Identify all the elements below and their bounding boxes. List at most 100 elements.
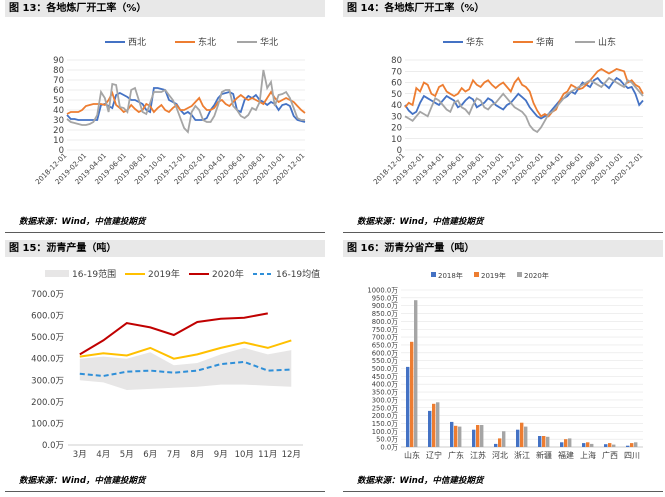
fig16-bar-1-9 — [608, 443, 612, 447]
fig15-ytick-3: 300.0万 — [31, 376, 64, 386]
fig16-ytick-17: 850.0万 — [372, 310, 398, 318]
figure-14-title: 图 14：各地炼厂开工率（%） — [343, 0, 663, 17]
fig15-xtick-5: 8月 — [190, 450, 204, 460]
fig14-legend-label-0: 华东 — [466, 36, 484, 48]
fig16-bar-2-2 — [458, 426, 462, 447]
fig16-ytick-2: 100.0万 — [372, 428, 398, 436]
fig16-bar-0-3 — [472, 429, 476, 447]
fig16-bar-2-9 — [612, 444, 616, 447]
fig16-ytick-6: 300.0万 — [372, 396, 398, 404]
fig13-series-2-line — [66, 69, 305, 134]
figure-14-chart: 010203040506070802018-12-012019-02-01201… — [372, 36, 644, 186]
figure-13-panel: 图 13：各地炼厂开工率（%） 0 10 20 30 40 50 60 70 80 90 2018-… — [5, 0, 325, 240]
figure-14-panel: 图 14：各地炼厂开工率（%） 0 10 20 30 40 50 60 70 80 2018-12… — [343, 0, 663, 240]
fig13-ytick-6: 60 — [53, 86, 64, 96]
fig15-ytick-0: 0.0万 — [42, 441, 64, 451]
fig15-legend-label-2: 2020年 — [212, 268, 244, 280]
figure-16-panel: 图 16：沥青分省产量（吨） 0.0万 50.0万 100.0万 150.0万 200.… — [343, 240, 663, 497]
fig14-legend-label-1: 华南 — [536, 36, 554, 48]
fig16-ytick-12: 600.0万 — [372, 349, 398, 357]
fig15-legend-swatch-0 — [45, 270, 69, 277]
fig14-ytick-3: 30 — [391, 112, 402, 122]
figure-15-panel: 图 15：沥青产量（吨） 0.0万 100.0万 200.0万 300.0万 400.0… — [5, 240, 325, 497]
fig16-xtick-6: 新疆 — [536, 450, 552, 460]
fig13-ytick-0: 0 — [59, 146, 64, 156]
fig15-xtick-9: 12月 — [282, 450, 301, 460]
fig16-ytick-8: 400.0万 — [372, 381, 398, 389]
fig15-ytick-2: 200.0万 — [31, 398, 64, 408]
fig16-ytick-3: 150.0万 — [372, 420, 398, 428]
figure-15-source: 数据来源：Wind，中信建投期货 — [19, 476, 146, 486]
fig16-ytick-18: 900.0万 — [372, 302, 398, 310]
figure-13-title: 图 13：各地炼厂开工率（%） — [5, 0, 325, 17]
fig15-series-0-line — [79, 339, 292, 360]
figure-16-chart: 0.0万50.0万100.0万150.0万200.0万250.0万300.0万3… — [367, 271, 643, 460]
fig16-ytick-20: 1000.0万 — [367, 287, 398, 295]
fig15-ytick-7: 700.0万 — [31, 290, 64, 300]
fig16-ytick-4: 200.0万 — [372, 412, 398, 420]
fig14-series-0-line — [404, 76, 644, 120]
fig15-ytick-5: 500.0万 — [31, 333, 64, 343]
fig16-bar-1-2 — [454, 425, 458, 447]
fig16-legend-label-1: 2019年 — [481, 271, 506, 280]
fig16-ytick-11: 550.0万 — [372, 357, 398, 365]
fig13-ytick-9: 90 — [53, 56, 64, 66]
fig16-bar-1-5 — [520, 422, 524, 447]
figure-14-source: 数据来源：Wind，中信建投期货 — [357, 217, 484, 227]
fig16-ytick-13: 650.0万 — [372, 341, 398, 349]
figure-16-title: 图 16：沥青分省产量（吨） — [343, 240, 663, 257]
fig13-ytick-3: 30 — [53, 116, 64, 126]
fig16-ytick-19: 950.0万 — [372, 294, 398, 302]
fig14-series-2-line — [404, 76, 644, 134]
fig16-ytick-5: 250.0万 — [372, 404, 398, 412]
fig16-bar-2-4 — [502, 431, 506, 447]
fig16-bar-1-0 — [410, 341, 414, 447]
fig16-xtick-7: 福建 — [558, 450, 574, 460]
figure-15-bottom-rule — [5, 491, 325, 492]
fig16-bar-2-5 — [524, 426, 528, 447]
fig16-xtick-10: 四川 — [624, 451, 640, 460]
fig13-legend-label-1: 东北 — [198, 36, 216, 48]
fig16-bar-1-10 — [630, 443, 634, 447]
figure-13-chart: 01020304050607080902018-12-012019-02-012… — [34, 36, 306, 186]
fig16-ytick-0: 0.0万 — [380, 444, 398, 452]
fig13-ytick-8: 80 — [53, 66, 64, 76]
fig16-bar-0-2 — [450, 421, 454, 447]
fig16-ytick-9: 450.0万 — [372, 373, 398, 381]
fig16-bar-2-7 — [568, 438, 572, 447]
fig15-legend-label-0: 16-19范围 — [72, 268, 116, 280]
fig14-ytick-2: 20 — [391, 124, 402, 134]
fig16-xtick-8: 上海 — [580, 450, 596, 460]
fig16-bar-0-1 — [428, 410, 432, 447]
fig15-ytick-6: 600.0万 — [31, 312, 64, 322]
fig15-series-2-line — [79, 360, 292, 378]
fig16-xtick-4: 河北 — [492, 450, 508, 460]
fig16-bar-0-5 — [516, 429, 520, 447]
fig14-ytick-4: 40 — [391, 101, 402, 111]
fig16-legend-label-2: 2020年 — [524, 271, 549, 280]
fig13-ytick-5: 50 — [53, 96, 64, 106]
fig16-xtick-9: 广西 — [602, 450, 618, 460]
fig16-ytick-7: 350.0万 — [372, 389, 398, 397]
fig16-bar-0-6 — [538, 436, 542, 447]
fig16-bar-0-10 — [626, 445, 630, 447]
figure-14-bottom-rule — [343, 232, 663, 233]
fig16-xtick-2: 广东 — [448, 450, 464, 460]
fig16-ytick-16: 800.0万 — [372, 318, 398, 326]
fig14-ytick-6: 60 — [391, 79, 402, 89]
fig14-ytick-1: 10 — [391, 135, 402, 145]
fig15-ytick-1: 100.0万 — [31, 419, 64, 429]
figure-13-bottom-rule — [5, 232, 325, 233]
fig16-bar-2-6 — [546, 436, 550, 447]
fig15-xtick-7: 10月 — [235, 450, 254, 460]
fig15-range-band — [79, 347, 292, 390]
fig14-ytick-5: 50 — [391, 90, 402, 100]
fig16-bar-2-0 — [414, 300, 418, 447]
fig16-ytick-10: 500.0万 — [372, 365, 398, 373]
fig16-bar-0-0 — [406, 366, 410, 447]
fig15-legend-label-1: 2019年 — [148, 268, 180, 280]
figure-16-source: 数据来源：Wind，中信建投期货 — [357, 476, 484, 486]
fig16-bar-2-3 — [480, 425, 484, 447]
fig14-ytick-8: 80 — [391, 56, 402, 66]
fig15-series-1-line — [79, 312, 268, 356]
